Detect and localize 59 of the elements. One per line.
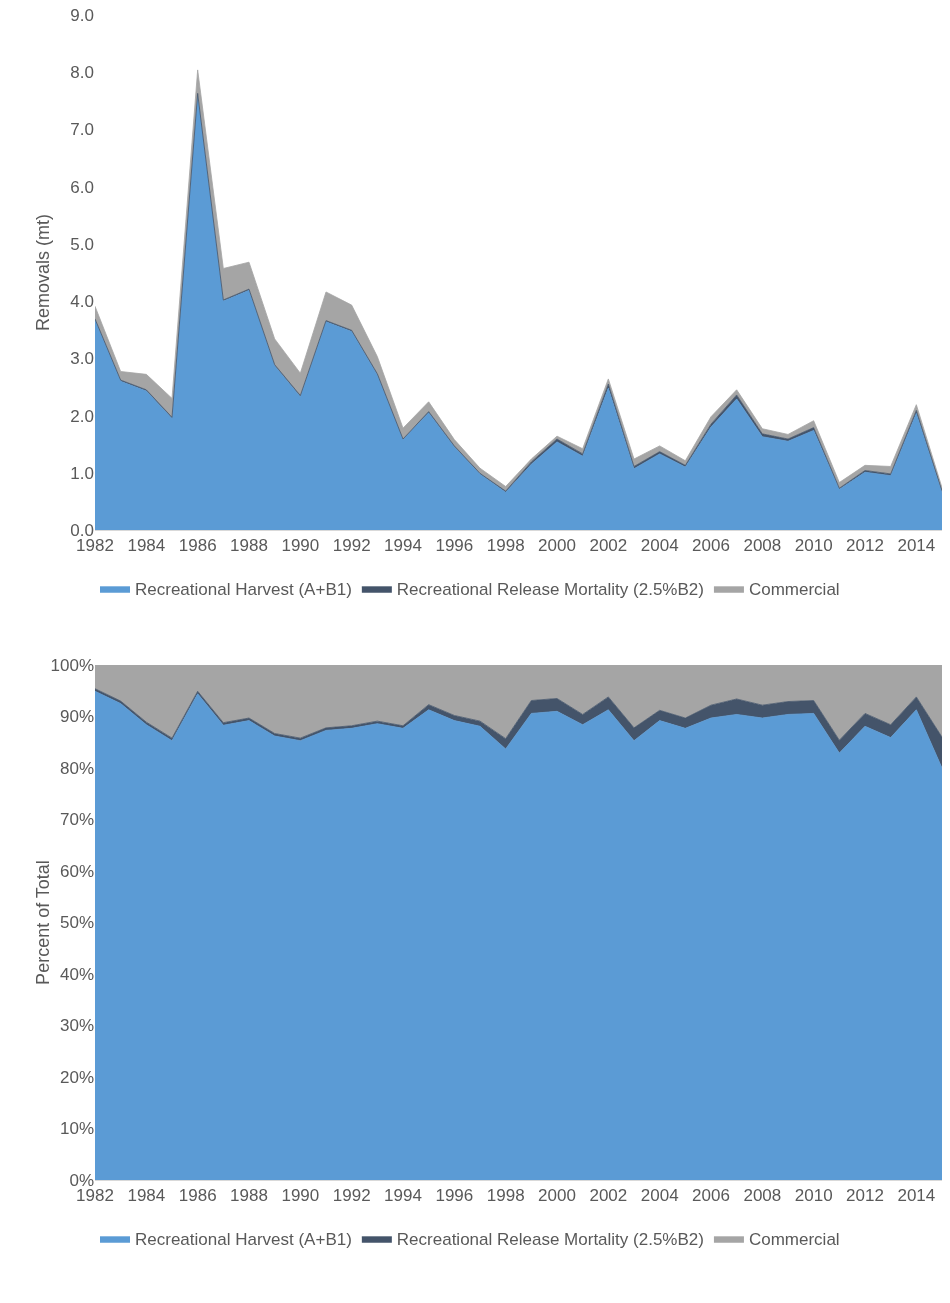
y-tick-label: 50%	[59, 913, 94, 933]
x-tick-label: 2010	[794, 1186, 833, 1206]
y-tick-label: 10%	[59, 1119, 94, 1139]
x-tick-label: 2008	[743, 1186, 782, 1206]
x-tick-label: 1990	[281, 1186, 320, 1206]
x-tick-label: 1996	[435, 1186, 474, 1206]
legend-label: Commercial	[748, 1230, 840, 1250]
x-tick-label: 2012	[846, 536, 884, 556]
y-tick-label: 80%	[59, 758, 94, 778]
legend-label: Recreational Harvest (A+B1)	[135, 1230, 352, 1250]
y-tick-label: 5.0	[70, 234, 94, 254]
x-tick-label: 2002	[589, 1186, 628, 1206]
x-tick-label: 2002	[589, 536, 628, 556]
x-tick-label: 2004	[640, 536, 679, 556]
x-tick-label: 1992	[332, 1186, 371, 1206]
y-tick-label: 40%	[59, 964, 94, 984]
x-tick-label: 1986	[178, 536, 217, 556]
x-tick-label: 1996	[435, 536, 474, 556]
x-tick-label: 1994	[384, 1186, 422, 1206]
y-tick-label: 3.0	[70, 349, 94, 369]
y-tick-label: 60%	[59, 861, 94, 881]
x-tick-label: 2000	[538, 536, 576, 556]
legend-label: Commercial	[748, 580, 840, 600]
x-tick-label: 1988	[230, 1186, 268, 1206]
y-tick-label: 4.0	[70, 292, 94, 312]
x-tick-label: 1998	[486, 1186, 525, 1206]
x-tick-label: 2006	[692, 1186, 730, 1206]
y-tick-label: 7.0	[70, 120, 94, 140]
y-tick-label: 20%	[59, 1067, 94, 1087]
x-tick-label: 2014	[897, 1186, 936, 1206]
x-tick-label: 2004	[640, 1186, 679, 1206]
x-tick-label: 2014	[897, 536, 936, 556]
x-tick-label: 2006	[692, 536, 730, 556]
legend-label: Recreational Release Mortality (2.5%B2)	[396, 580, 704, 600]
legend-label: Recreational Harvest (A+B1)	[135, 580, 352, 600]
x-tick-label: 2008	[743, 536, 782, 556]
y-tick-label: 30%	[59, 1016, 94, 1036]
y-axis-title: Removals (mt)	[33, 213, 53, 332]
y-tick-label: 100%	[50, 655, 94, 675]
y-tick-label: 2.0	[70, 406, 94, 426]
y-tick-label: 6.0	[70, 177, 94, 197]
x-tick-label: 1984	[127, 536, 166, 556]
x-tick-label: 1984	[127, 1186, 166, 1206]
x-tick-label: 1986	[178, 1186, 217, 1206]
x-tick-label: 1990	[281, 536, 320, 556]
legend-label: Recreational Release Mortality (2.5%B2)	[396, 1230, 704, 1250]
y-tick-label: 90%	[59, 707, 94, 727]
x-tick-label: 1998	[486, 536, 525, 556]
y-tick-label: 1.0	[70, 463, 94, 483]
x-tick-label: 1988	[230, 536, 268, 556]
y-axis-title: Percent of Total	[33, 860, 53, 985]
y-tick-label: 8.0	[70, 63, 94, 83]
y-tick-label: 70%	[59, 810, 94, 830]
x-tick-label: 2012	[846, 1186, 884, 1206]
x-tick-label: 1994	[384, 536, 422, 556]
x-tick-label: 2000	[538, 1186, 576, 1206]
x-tick-label: 1992	[332, 536, 371, 556]
y-tick-label: 9.0	[70, 5, 94, 25]
x-tick-label: 2010	[794, 536, 833, 556]
